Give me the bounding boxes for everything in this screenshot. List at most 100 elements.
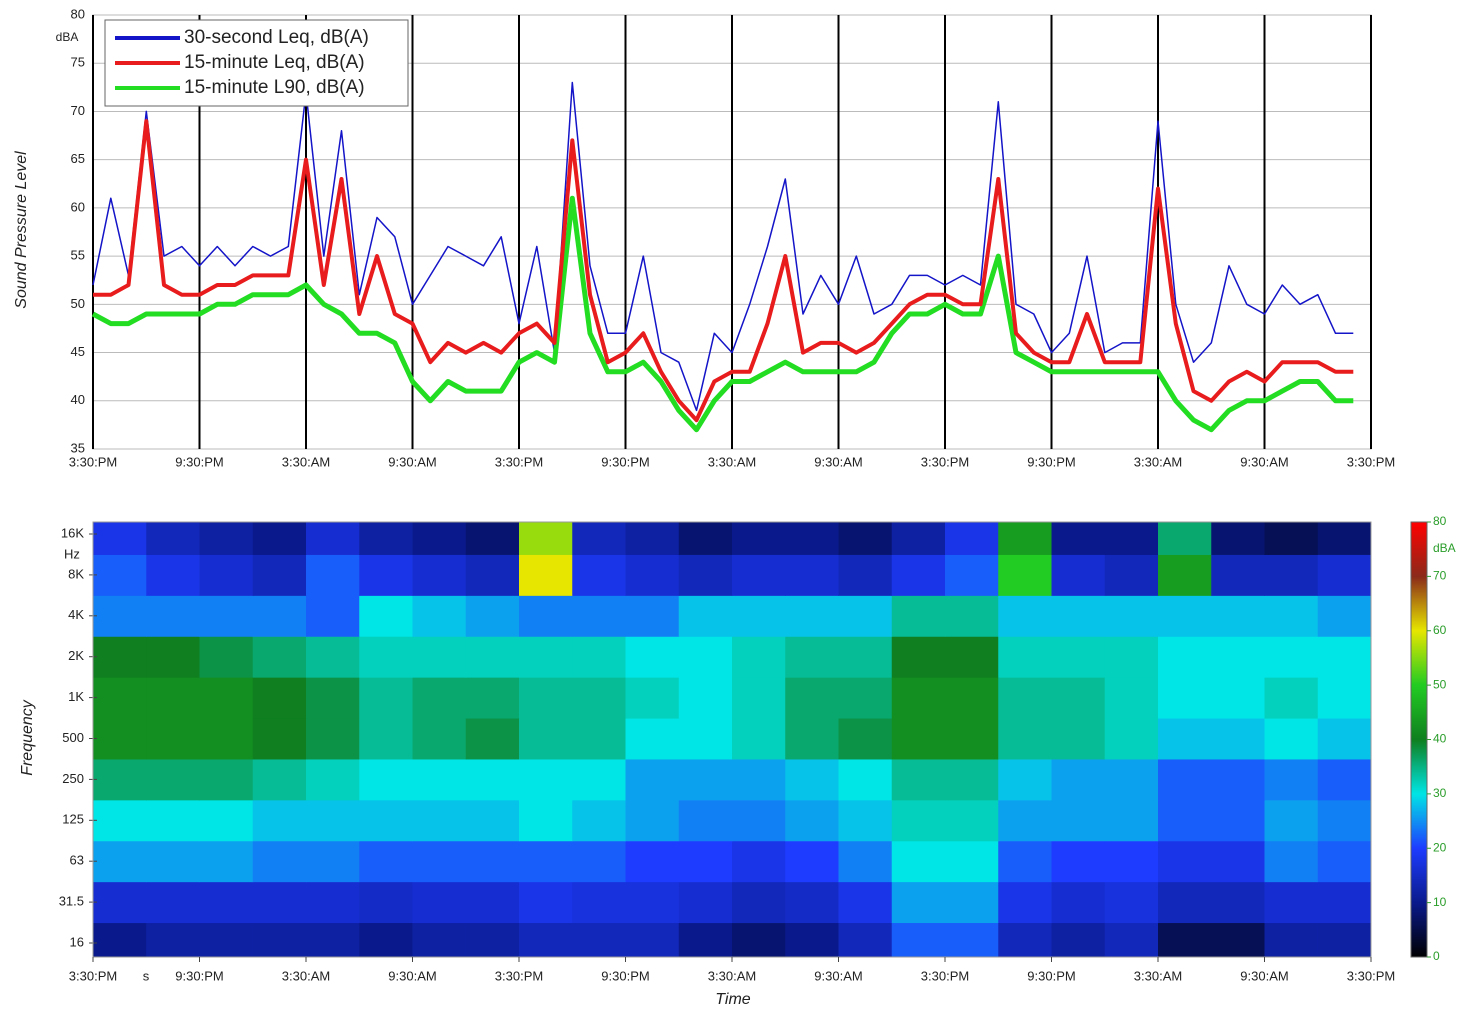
y-tick-label: 63 [70, 853, 84, 868]
x-tick-label: 3:30:AM [708, 968, 756, 983]
heatmap-cell [252, 595, 307, 637]
heatmap-cell [1317, 522, 1372, 555]
y-tick-label: 31.5 [59, 894, 84, 909]
heatmap-cell [359, 758, 413, 801]
heatmap-cell [1211, 840, 1265, 883]
y-tick-label: 16 [70, 934, 84, 949]
x-tick-label: 3:30:PM [495, 454, 543, 469]
x-tick-label: 9:30:PM [1027, 968, 1075, 983]
heatmap-cell [1051, 595, 1106, 637]
heatmap-cell [519, 922, 573, 958]
heatmap-cell [891, 840, 946, 883]
heatmap-cell [891, 595, 946, 637]
heatmap-cell [625, 718, 680, 760]
colorbar-tick-label: 20 [1433, 840, 1447, 854]
heatmap-cell [945, 881, 999, 924]
heatmap-cell [1158, 677, 1212, 719]
heatmap-cell [359, 881, 413, 924]
heatmap-cell [1104, 758, 1159, 801]
heatmap-cell [572, 636, 626, 678]
heatmap-cell [1264, 718, 1319, 760]
heatmap-cell [465, 554, 520, 596]
y-axis-label: Sound Pressure Level [13, 151, 30, 309]
x-tick-label: 9:30:PM [601, 968, 649, 983]
heatmap-cell [945, 922, 999, 958]
heatmap-cell [93, 718, 147, 760]
heatmap-cell [93, 522, 147, 555]
heatmap-cell [838, 718, 893, 760]
heatmap-cell [93, 922, 147, 958]
heatmap-cell [678, 718, 733, 760]
y-unit: dBA [56, 30, 79, 44]
heatmap-cell [1051, 922, 1106, 958]
heatmap-cell [199, 522, 254, 555]
heatmap-cell [625, 522, 680, 555]
heatmap-cell [199, 922, 254, 958]
heatmap-cell [625, 554, 680, 596]
heatmap-cell [1317, 840, 1372, 883]
heatmap-cell [1211, 677, 1265, 719]
heatmap-cell [1051, 677, 1106, 719]
heatmap-cell [785, 677, 839, 719]
heatmap-cell [146, 758, 200, 801]
x-tick-label: 3:30:PM [1347, 968, 1395, 983]
x-note: s [143, 968, 150, 983]
heatmap-cell [732, 799, 786, 842]
heatmap-cell [732, 840, 786, 883]
heatmap-cell [732, 636, 786, 678]
heatmap-cell [1051, 554, 1106, 596]
y-tick-label: 80 [71, 6, 85, 21]
heatmap-cell [732, 677, 786, 719]
series-line [92, 81, 1354, 412]
heatmap-cell [572, 522, 626, 555]
legend-label: 15-minute L90, dB(A) [184, 77, 365, 98]
heatmap-cell [412, 758, 467, 801]
heatmap-cell [1211, 758, 1265, 801]
heatmap-cell [146, 922, 200, 958]
heatmap-cell [1317, 799, 1372, 842]
heatmap-cell [785, 554, 839, 596]
heatmap-cell [1264, 922, 1319, 958]
heatmap-cell [1051, 718, 1106, 760]
heatmap-cell [572, 718, 626, 760]
y-tick-label: 50 [71, 296, 85, 311]
colorbar-tick-label: 80 [1433, 514, 1447, 528]
heatmap-cell [359, 799, 413, 842]
heatmap-cell [359, 595, 413, 637]
heatmap-cell [519, 718, 573, 760]
heatmap-cell [306, 922, 360, 958]
heatmap-cell [306, 636, 360, 678]
heatmap-cell [519, 677, 573, 719]
heatmap-cell [945, 840, 999, 883]
heatmap-cell [891, 881, 946, 924]
heatmap-cell [412, 677, 467, 719]
heatmap-cell [359, 677, 413, 719]
heatmap-cell [998, 554, 1052, 596]
heatmap-cell [146, 595, 200, 637]
heatmap-cell [519, 595, 573, 637]
heatmap-cell [146, 554, 200, 596]
heatmap-cell [1158, 758, 1212, 801]
heatmap-cell [678, 758, 733, 801]
heatmap-cell [93, 554, 147, 596]
series-line [91, 195, 1354, 433]
heatmap-cell [678, 677, 733, 719]
colorbar-unit: dBA [1433, 541, 1456, 555]
x-axis-label: Time [715, 991, 751, 1008]
heatmap-cell [1211, 636, 1265, 678]
heatmap-cell [1104, 595, 1159, 637]
heatmap-cell [306, 554, 360, 596]
heatmap-cell [1211, 554, 1265, 596]
y-tick-label: 1K [68, 689, 84, 704]
x-tick-label: 9:30:AM [1240, 454, 1288, 469]
colorbar-tick-label: 40 [1433, 732, 1447, 746]
heatmap-cell [359, 718, 413, 760]
heatmap-cell [306, 881, 360, 924]
heatmap-cell [465, 595, 520, 637]
heatmap-cell [412, 922, 467, 958]
heatmap-cell [678, 922, 733, 958]
heatmap-cell [93, 881, 147, 924]
heatmap-cell [1211, 922, 1265, 958]
heatmap-cell [1158, 554, 1212, 596]
heatmap-cell [625, 799, 680, 842]
